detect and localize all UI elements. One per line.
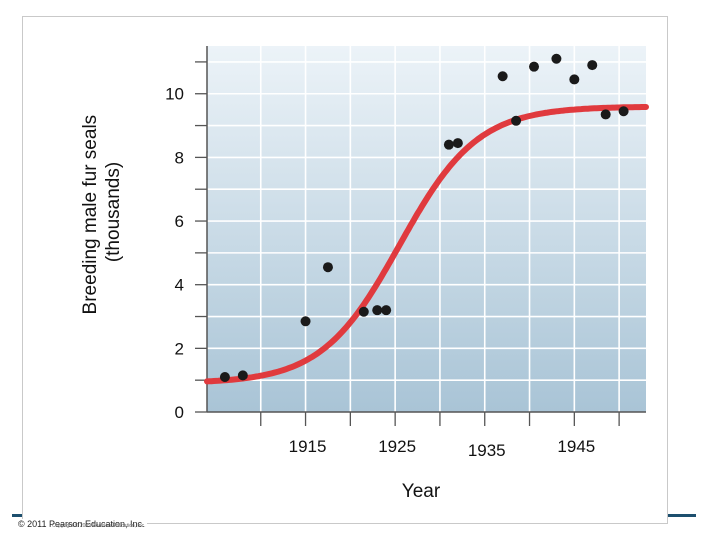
data-point-15 [587,60,598,71]
tick-labels: 0 2 4 6 8 10 1915 1925 1935 1945 [165,85,595,460]
x-tick-label-1925: 1925 [378,437,416,456]
y-tick-label-6: 6 [175,212,184,231]
y-axis-title-line-2: (thousands) [103,162,124,262]
plot-area [207,46,646,412]
y-axis-title-line-1: Breeding male fur seals [80,115,101,315]
data-point-1 [219,371,230,382]
y-tick-label-4: 4 [175,276,184,295]
data-point-5 [358,306,369,317]
y-tick-label-8: 8 [175,148,184,167]
data-point-8 [443,139,454,150]
data-point-14 [569,74,580,85]
slide-accent-rule-right [668,514,696,517]
data-point-7 [381,305,392,316]
data-point-11 [511,115,522,126]
data-points [219,53,629,382]
figure-copyright: Copyright © 2009 Pearson Education, Inc. [52,523,146,529]
data-point-12 [529,61,540,72]
x-tick-label-1915: 1915 [289,437,327,456]
data-point-9 [452,138,463,149]
y-axis-title: Breeding male fur seals (thousands) [80,110,124,315]
data-point-16 [600,109,611,120]
gridlines [207,46,646,412]
data-point-3 [300,316,311,327]
data-point-6 [372,305,383,316]
x-tick-label-1945: 1945 [557,437,595,456]
logistic-fit-curve [204,104,649,385]
data-point-4 [322,262,333,273]
y-tick-label-10: 10 [165,85,184,104]
axes [195,46,646,426]
fit-curve-layer [204,104,649,385]
x-tick-label-1935: 1935 [468,441,506,460]
y-tick-label-0: 0 [175,403,184,422]
data-point-13 [551,53,562,64]
slide-copyright: © 2011 Pearson Education, Inc. [18,519,147,529]
slide-accent-rule-left [12,514,22,517]
data-point-17 [618,106,629,117]
y-tick-label-2: 2 [175,339,184,358]
x-axis-title: Year [402,481,441,502]
data-point-10 [497,71,508,82]
data-point-2 [237,370,248,381]
